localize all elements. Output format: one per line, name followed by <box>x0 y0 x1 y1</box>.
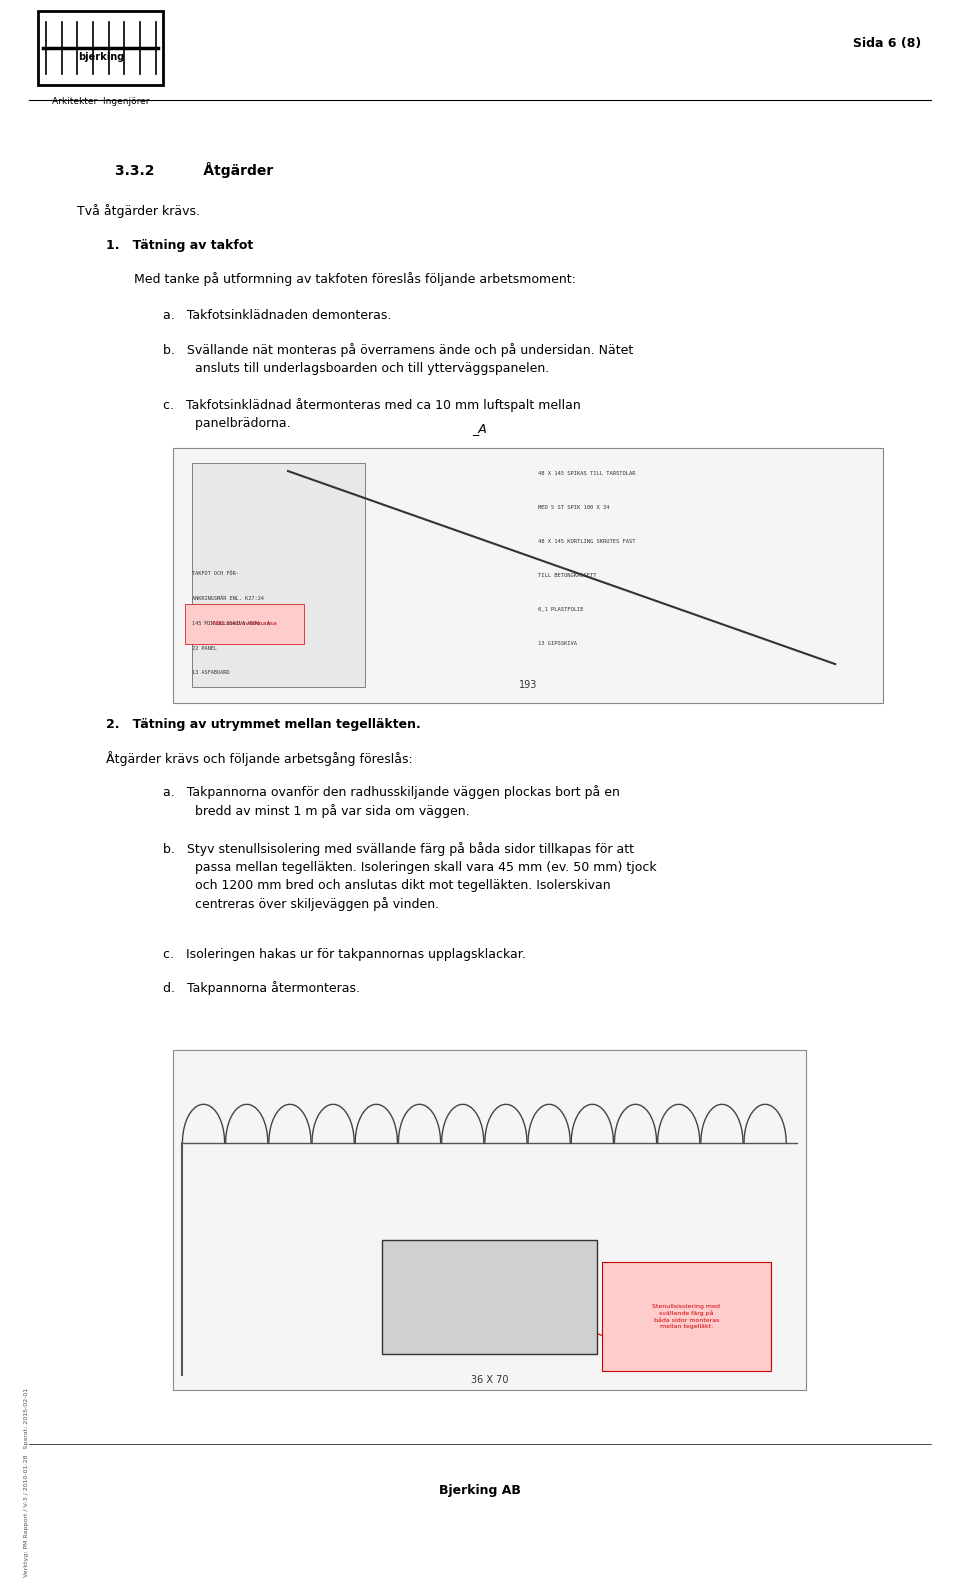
Text: b.   Svällande nät monteras på överramens ände och på undersidan. Nätet
        : b. Svällande nät monteras på överramens … <box>163 343 634 375</box>
Text: a.   Takfotsinklädnaden demonteras.: a. Takfotsinklädnaden demonteras. <box>163 308 392 321</box>
Text: MED 5 ST SPIK 100 X 34: MED 5 ST SPIK 100 X 34 <box>538 506 609 510</box>
Text: 0,1 PLASTFOLIE: 0,1 PLASTFOLIE <box>538 607 583 612</box>
Text: 2.   Tätning av utrymmet mellan tegelläkten.: 2. Tätning av utrymmet mellan tegelläkte… <box>106 719 420 731</box>
Text: Verktyg: PM Rapport / V-3 / 2010-01-28   Sparat: 2015-02-01: Verktyg: PM Rapport / V-3 / 2010-01-28 S… <box>24 1388 29 1577</box>
FancyBboxPatch shape <box>38 11 163 84</box>
Text: 22 PANEL: 22 PANEL <box>192 646 217 650</box>
Text: 48 X 145 SPIKAS TILL TARSTOLAR: 48 X 145 SPIKAS TILL TARSTOLAR <box>538 471 636 475</box>
Text: Sida 6 (8): Sida 6 (8) <box>853 37 922 49</box>
Text: 1.   Tätning av takfot: 1. Tätning av takfot <box>106 240 252 253</box>
Text: b.   Styv stenullsisolering med svällande färg på båda sidor tillkapas för att
 : b. Styv stenullsisolering med svällande … <box>163 841 657 911</box>
Text: Bjerking AB: Bjerking AB <box>439 1483 521 1496</box>
Text: ANKRINGSMÅR ENL. K27:24: ANKRINGSMÅR ENL. K27:24 <box>192 596 264 601</box>
Text: Åtgärder krävs och följande arbetsgång föreslås:: Åtgärder krävs och följande arbetsgång f… <box>106 750 413 765</box>
Text: Arkitekter  Ingenjörer: Arkitekter Ingenjörer <box>52 97 150 107</box>
Text: Två åtgärder krävs.: Två åtgärder krävs. <box>77 204 200 218</box>
Text: 3.3.2          Åtgärder: 3.3.2 Åtgärder <box>115 162 274 178</box>
Text: Stenullsisolering med
svällande färg på
båda sidor monteras
mellan tegelläkt.: Stenullsisolering med svällande färg på … <box>653 1304 720 1329</box>
FancyBboxPatch shape <box>173 448 883 703</box>
Text: TILL BETONGKASSETT: TILL BETONGKASSETT <box>538 572 596 579</box>
Text: 13 GIPSSKIVA: 13 GIPSSKIVA <box>538 641 577 646</box>
Text: Med tanke på utformning av takfoten föreslås följande arbetsmoment:: Med tanke på utformning av takfoten före… <box>134 272 576 286</box>
Text: d.   Takpannorna återmonteras.: d. Takpannorna återmonteras. <box>163 981 360 995</box>
FancyBboxPatch shape <box>185 604 304 644</box>
Text: c.   Takfotsinklädnad återmonteras med ca 10 mm luftspalt mellan
        panelbr: c. Takfotsinklädnad återmonteras med ca … <box>163 399 581 431</box>
Text: a.   Takpannorna ovanför den radhusskiljande väggen plockas bort på en
        b: a. Takpannorna ovanför den radhusskiljan… <box>163 784 620 817</box>
FancyBboxPatch shape <box>173 1051 806 1390</box>
Text: TAKFOT OCH FÖR-: TAKFOT OCH FÖR- <box>192 571 239 577</box>
FancyBboxPatch shape <box>602 1262 771 1372</box>
Bar <box>192 463 365 687</box>
FancyBboxPatch shape <box>382 1240 597 1355</box>
Text: 13 ASFABOARD: 13 ASFABOARD <box>192 671 229 676</box>
Text: _A: _A <box>472 423 488 436</box>
Text: bjerking: bjerking <box>78 52 124 62</box>
Text: 36 X 70: 36 X 70 <box>470 1374 509 1385</box>
Text: 48 X 145 KORTLING SKRUTES FAST: 48 X 145 KORTLING SKRUTES FAST <box>538 539 636 544</box>
Text: 193: 193 <box>518 681 538 690</box>
Text: 145 MIN.ULLSSKIVA KVAL. A: 145 MIN.ULLSSKIVA KVAL. A <box>192 620 270 626</box>
Text: c.   Isoleringen hakas ur för takpannornas upplagsklackar.: c. Isoleringen hakas ur för takpannornas… <box>163 948 526 962</box>
Text: Nät med svällmassa: Nät med svällmassa <box>213 622 276 626</box>
